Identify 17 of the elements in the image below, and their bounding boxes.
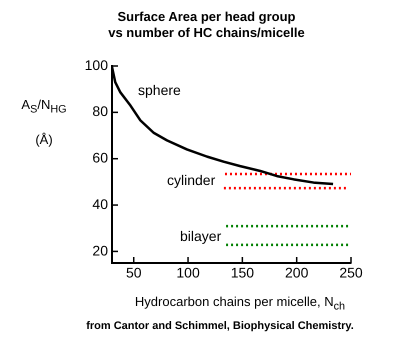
- x-tick-label: 50: [126, 264, 142, 280]
- x-tick-label: 250: [339, 264, 363, 280]
- y-tick-label: 80: [92, 103, 108, 120]
- x-axis-title: Hydrocarbon chains per micelle, N$_{ch}$: [134, 294, 346, 313]
- y-tick-label: 40: [92, 196, 108, 212]
- annotation: cylinder: [167, 172, 216, 188]
- annotation: bilayer: [180, 228, 222, 244]
- x-tick-label: 100: [176, 264, 200, 280]
- chart-title: Surface Area per head group vs number of HC chains/micelle: [107, 9, 306, 41]
- y-tick-label: 100: [84, 56, 108, 73]
- text: from Cantor and Schimmel, Biophysical Chemistry.: [85, 320, 355, 332]
- text: A$_{S}$/N$_{HG}$ (Å): [21, 97, 67, 147]
- y-tick-label: 20: [92, 242, 108, 258]
- annotation: sphere: [138, 82, 181, 98]
- x-tick-label: 150: [230, 264, 254, 280]
- y-tick-label: 60: [92, 150, 108, 166]
- x-tick-label: 200: [285, 264, 309, 280]
